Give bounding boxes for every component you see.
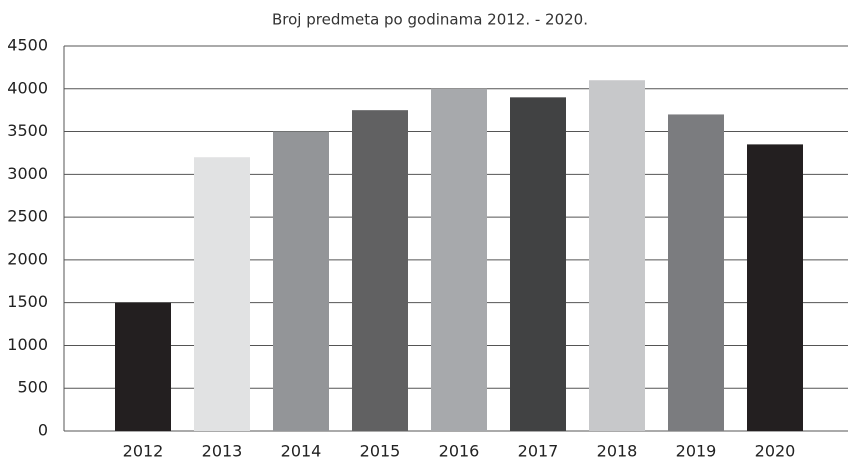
x-tick-label: 2017 [518,442,559,461]
chart-title: Broj predmeta po godinama 2012. - 2020. [272,11,588,29]
bar [115,302,171,431]
bar [352,110,408,432]
bar [431,88,487,432]
x-tick-label: 2020 [755,442,796,461]
y-tick-label: 3000 [7,164,48,183]
y-tick-label: 1000 [7,335,48,354]
y-tick-label: 2000 [7,249,48,268]
x-tick-label: 2013 [202,442,243,461]
y-tick-label: 2500 [7,207,48,226]
y-tick-label: 4000 [7,78,48,97]
y-tick-label: 500 [17,378,48,397]
x-tick-label: 2016 [439,442,480,461]
y-tick-label: 3500 [7,121,48,140]
x-tick-label: 2012 [123,442,164,461]
y-tick-label: 0 [38,421,48,440]
x-tick-label: 2018 [597,442,638,461]
bar [589,80,645,431]
y-tick-label: 4500 [7,36,48,55]
bar [747,144,803,431]
bar [194,157,250,431]
x-tick-label: 2014 [281,442,322,461]
x-tick-label: 2019 [676,442,717,461]
bar [273,131,329,432]
x-tick-label: 2015 [360,442,401,461]
bar [510,97,566,431]
bar [668,114,724,431]
y-tick-label: 1500 [7,292,48,311]
